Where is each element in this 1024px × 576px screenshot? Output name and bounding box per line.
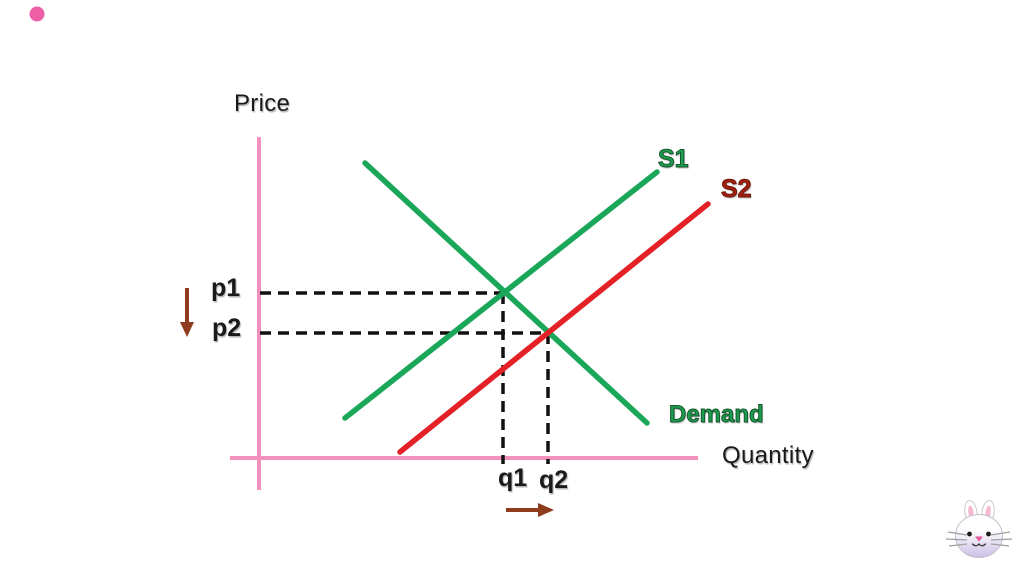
s1-curve-label: S1 [658,145,690,174]
demand-curve-label: Demand [669,401,765,429]
p1-label: p1 [211,274,241,302]
price-decrease-arrow-icon [180,288,194,337]
q1-label: q1 [498,464,528,492]
quantity-increase-arrow-icon [506,503,554,517]
demand-curve [362,160,650,426]
bunny-sticker-icon [945,500,1013,558]
price-axis-label: Price [234,90,291,117]
corner-dot-decoration [29,6,45,22]
quantity-axis-label: Quantity [722,442,814,469]
p2-label: p2 [212,314,242,342]
q2-label: q2 [539,466,569,494]
supply-curve-s2 [397,201,711,455]
supply-curve-s1 [342,169,660,421]
s2-curve-label: S2 [721,175,753,204]
